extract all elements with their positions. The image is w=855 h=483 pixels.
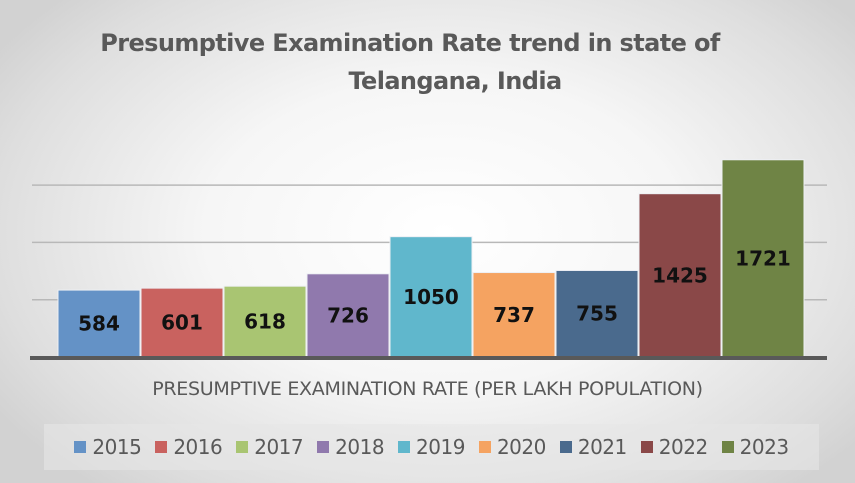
legend-label-2015: 2015 — [92, 435, 142, 459]
legend-label-2019: 2019 — [416, 435, 465, 459]
legend-swatch-2017 — [236, 441, 249, 453]
bar-2020 — [472, 272, 556, 358]
legend-label-2021: 2021 — [577, 435, 627, 459]
bar-2022 — [638, 193, 722, 358]
data-label-2017: 618 — [244, 310, 286, 334]
legend-label-2018: 2018 — [335, 435, 385, 459]
chart-title-line-1: Presumptive Examination Rate trend in st… — [100, 29, 720, 57]
bar-2015 — [57, 289, 141, 358]
legend-label-2017: 2017 — [254, 435, 304, 459]
legend-swatch-2015 — [74, 441, 87, 453]
data-label-2022: 1425 — [652, 263, 708, 287]
legend-label-2022: 2022 — [658, 435, 708, 459]
chart-title-line-2: Telangana, India — [348, 67, 562, 95]
x-axis-title: PRESUMPTIVE EXAMINATION RATE (PER LAKH P… — [152, 378, 703, 400]
legend-item-2017: 2017 — [236, 435, 304, 459]
chart-title: Presumptive Examination Rate trend in st… — [0, 24, 855, 100]
data-label-2023: 1721 — [735, 246, 791, 270]
legend-item-2023: 2023 — [721, 435, 789, 459]
bar-2021 — [555, 269, 639, 358]
legend-label-2020: 2020 — [496, 435, 546, 459]
legend-label-2016: 2016 — [173, 435, 223, 459]
legend: 2015 2016 2017 2018 2019 2020 2021 2022 2023 — [44, 424, 819, 470]
data-label-2018: 726 — [327, 303, 369, 327]
bar-2023 — [721, 159, 805, 358]
legend-swatch-2022 — [640, 441, 653, 453]
legend-item-2015: 2015 — [74, 435, 142, 459]
data-label-2016: 601 — [161, 311, 203, 335]
data-label-2019: 1050 — [403, 285, 459, 309]
legend-item-2018: 2018 — [317, 435, 385, 459]
data-label-2021: 755 — [576, 302, 618, 326]
data-label-2015: 584 — [78, 312, 120, 336]
legend-swatch-2018 — [317, 441, 330, 453]
x-axis-line — [30, 356, 827, 360]
legend-swatch-2023 — [721, 441, 734, 453]
legend-swatch-2019 — [398, 441, 411, 453]
legend-swatch-2020 — [478, 441, 491, 453]
legend-label-2023: 2023 — [739, 435, 789, 459]
legend-swatch-2021 — [559, 441, 572, 453]
legend-item-2019: 2019 — [398, 435, 465, 459]
legend-item-2021: 2021 — [559, 435, 627, 459]
legend-item-2022: 2022 — [640, 435, 708, 459]
data-label-2020: 737 — [493, 303, 535, 327]
legend-item-2020: 2020 — [478, 435, 546, 459]
legend-swatch-2016 — [155, 441, 168, 453]
legend-item-2016: 2016 — [155, 435, 223, 459]
